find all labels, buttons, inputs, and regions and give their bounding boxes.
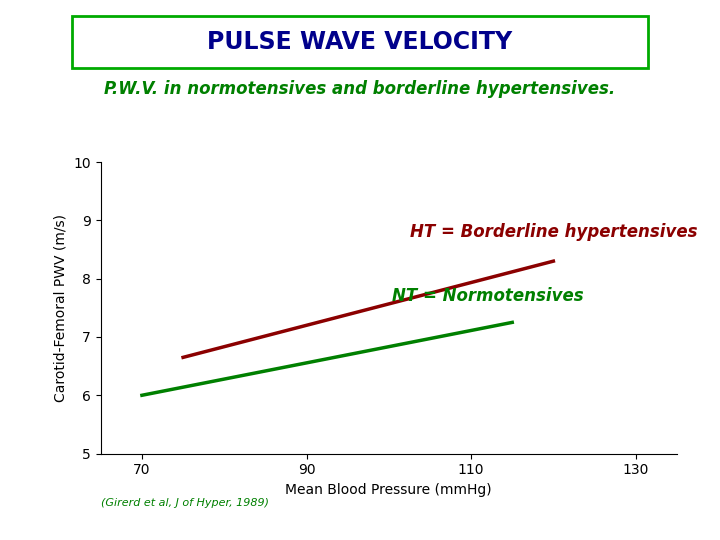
Text: HT = Borderline hypertensives: HT = Borderline hypertensives <box>410 222 697 241</box>
Text: P.W.V. in normotensives and borderline hypertensives.: P.W.V. in normotensives and borderline h… <box>104 80 616 98</box>
Y-axis label: Carotid-Femoral PWV (m/s): Carotid-Femoral PWV (m/s) <box>54 214 68 402</box>
X-axis label: Mean Blood Pressure (mmHg): Mean Blood Pressure (mmHg) <box>286 483 492 497</box>
Text: (Girerd et al, J of Hyper, 1989): (Girerd et al, J of Hyper, 1989) <box>101 497 269 508</box>
FancyBboxPatch shape <box>72 16 648 68</box>
Text: NT = Normotensives: NT = Normotensives <box>392 287 583 305</box>
Text: PULSE WAVE VELOCITY: PULSE WAVE VELOCITY <box>207 30 513 54</box>
